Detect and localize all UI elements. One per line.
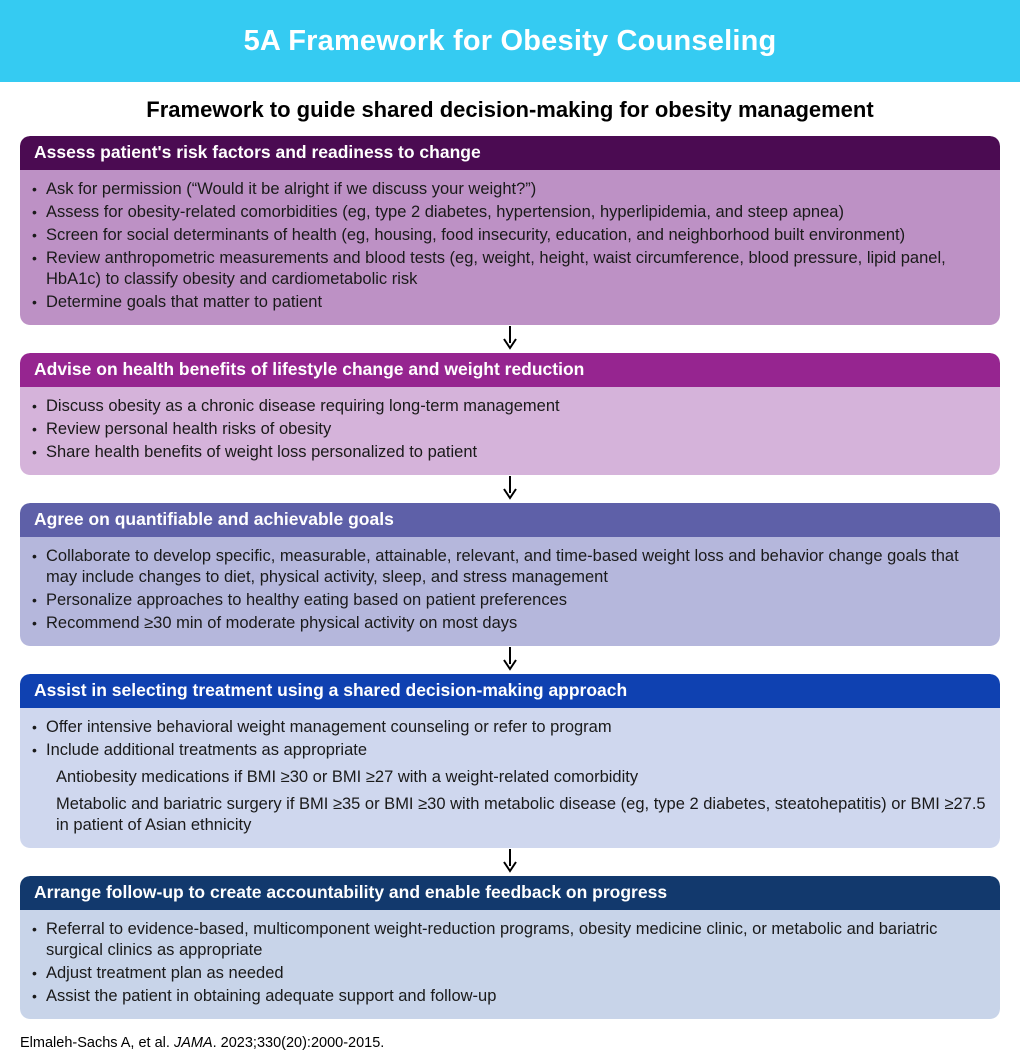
bullet-item: • Personalize approaches to healthy eatin… <box>32 590 986 611</box>
section-assess: Assess patient's risk factors and readin… <box>20 136 1000 325</box>
page-title: 5A Framework for Obesity Counseling <box>243 24 777 57</box>
title-banner: 5A Framework for Obesity Counseling <box>0 0 1020 82</box>
bullet-text: Referral to evidence-based, multicompone… <box>46 920 938 959</box>
down-arrow-icon <box>503 326 517 350</box>
bullet-text: Adjust treatment plan as needed <box>46 964 284 982</box>
bullet-text: Recommend ≥30 min of moderate physical a… <box>46 614 518 632</box>
down-arrow-icon <box>503 849 517 873</box>
bullet-marker: • <box>32 742 37 758</box>
bullet-text: Personalize approaches to healthy eating… <box>46 591 568 609</box>
section-advise: Advise on health benefits of lifestyle c… <box>20 353 1000 475</box>
section-arrange-header: Arrange follow-up to create accountabili… <box>20 876 1000 910</box>
section-arrange: Arrange follow-up to create accountabili… <box>20 876 1000 1019</box>
bullet-item: • Ask for permission (“Would it be alrigh… <box>32 179 986 200</box>
bullet-text: Ask for permission (“Would it be alright… <box>46 180 537 198</box>
bullet-marker: • <box>32 592 37 608</box>
bullet-item: • Offer intensive behavioral weight manag… <box>32 717 986 738</box>
bullet-item: • Assist the patient in obtaining adequat… <box>32 986 986 1007</box>
bullet-marker: • <box>32 250 37 266</box>
sub-item: Metabolic and bariatric surgery if BMI ≥… <box>32 794 986 836</box>
bullet-text: Screen for social determinants of health… <box>46 226 906 244</box>
bullet-item: • Determine goals that matter to patient <box>32 292 986 313</box>
bullet-marker: • <box>32 988 37 1004</box>
section-assist-body: • Offer intensive behavioral weight manag… <box>20 708 1000 848</box>
bullet-text: Metabolic and bariatric surgery if BMI ≥… <box>56 795 986 834</box>
bullet-marker: • <box>32 965 37 981</box>
bullet-text: Assess for obesity-related comorbidities… <box>46 203 844 221</box>
bullet-text: Assist the patient in obtaining adequate… <box>46 987 497 1005</box>
citation: Elmaleh-Sachs A, et al. JAMA. 2023;330(2… <box>20 1035 1000 1051</box>
section-assess-header: Assess patient's risk factors and readin… <box>20 136 1000 170</box>
bullet-item: • Share health benefits of weight loss pe… <box>32 442 986 463</box>
connector-row <box>0 848 1020 876</box>
page-subtitle: Framework to guide shared decision-makin… <box>146 97 874 122</box>
bullet-text: Share health benefits of weight loss per… <box>46 443 478 461</box>
bullet-item: • Collaborate to develop specific, measur… <box>32 546 986 588</box>
section-assist: Assist in selecting treatment using a sh… <box>20 674 1000 848</box>
bullet-text: Collaborate to develop specific, measura… <box>46 547 959 586</box>
section-assess-body: • Ask for permission (“Would it be alrigh… <box>20 170 1000 325</box>
bullet-marker: • <box>32 227 37 243</box>
citation-details: . 2023;330(20):2000-2015. <box>212 1035 385 1051</box>
section-agree-body: • Collaborate to develop specific, measur… <box>20 537 1000 646</box>
bullet-item: • Discuss obesity as a chronic disease re… <box>32 396 986 417</box>
section-advise-body: • Discuss obesity as a chronic disease re… <box>20 387 1000 475</box>
bullet-marker: • <box>32 181 37 197</box>
bullet-text: Include additional treatments as appropr… <box>46 741 368 759</box>
bullet-item: • Recommend ≥30 min of moderate physical … <box>32 613 986 634</box>
bullet-item: • Referral to evidence-based, multicompon… <box>32 919 986 961</box>
bullet-text: Review personal health risks of obesity <box>46 420 332 438</box>
bullet-marker: • <box>32 421 37 437</box>
connector-row <box>0 325 1020 353</box>
bullet-marker: • <box>32 294 37 310</box>
sub-item: Antiobesity medications if BMI ≥30 or BM… <box>32 767 986 788</box>
bullet-text: Offer intensive behavioral weight manage… <box>46 718 612 736</box>
bullet-marker: • <box>32 719 37 735</box>
citation-authors: Elmaleh-Sachs A, et al. <box>20 1035 174 1051</box>
bullet-item: • Screen for social determinants of healt… <box>32 225 986 246</box>
bullet-marker: • <box>32 921 37 937</box>
bullet-item: • Include additional treatments as approp… <box>32 740 986 761</box>
bullet-marker: • <box>32 615 37 631</box>
bullet-text: Antiobesity medications if BMI ≥30 or BM… <box>56 768 639 786</box>
connector-row <box>0 646 1020 674</box>
section-agree-header: Agree on quantifiable and achievable goa… <box>20 503 1000 537</box>
bullet-marker: • <box>32 444 37 460</box>
bullet-item: • Review anthropometric measurements and … <box>32 248 986 290</box>
bullet-marker: • <box>32 204 37 220</box>
bullet-item: • Adjust treatment plan as needed <box>32 963 986 984</box>
section-advise-header: Advise on health benefits of lifestyle c… <box>20 353 1000 387</box>
section-assist-header: Assist in selecting treatment using a sh… <box>20 674 1000 708</box>
connector-row <box>0 475 1020 503</box>
bullet-text: Determine goals that matter to patient <box>46 293 323 311</box>
down-arrow-icon <box>503 647 517 671</box>
bullet-marker: • <box>32 398 37 414</box>
bullet-text: Review anthropometric measurements and b… <box>46 249 946 288</box>
bullet-marker: • <box>32 548 37 564</box>
bullet-text: Discuss obesity as a chronic disease req… <box>46 397 560 415</box>
section-arrange-body: • Referral to evidence-based, multicompon… <box>20 910 1000 1019</box>
bullet-item: • Review personal health risks of obesity <box>32 419 986 440</box>
section-agree: Agree on quantifiable and achievable goa… <box>20 503 1000 646</box>
citation-journal: JAMA <box>173 1035 213 1051</box>
bullet-item: • Assess for obesity-related comorbiditie… <box>32 202 986 223</box>
down-arrow-icon <box>503 476 517 500</box>
